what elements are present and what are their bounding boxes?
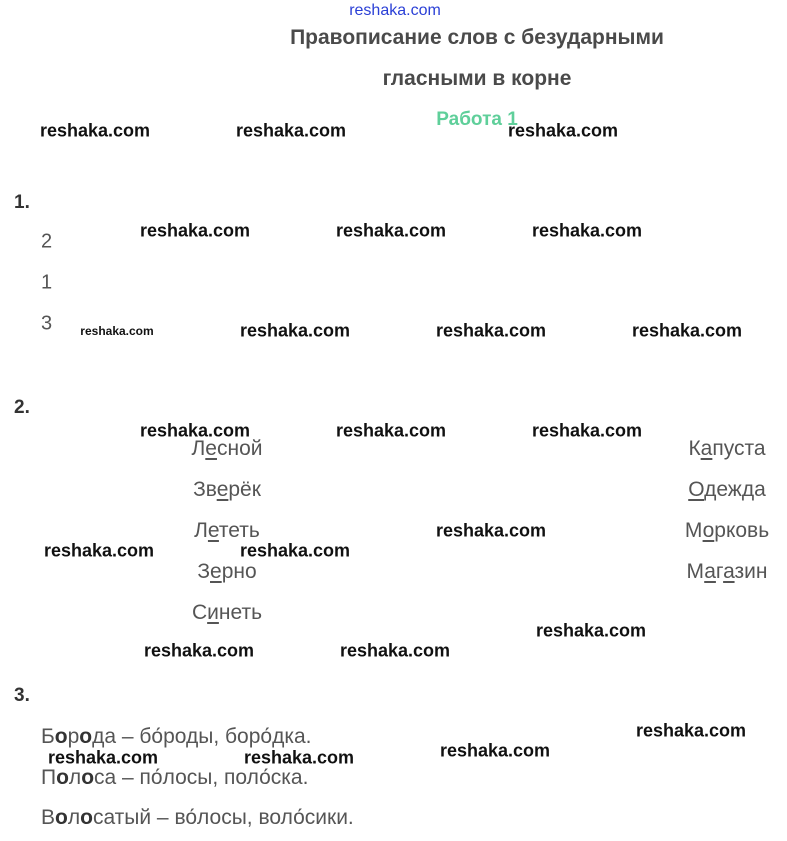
text-segment: Л: [191, 437, 206, 460]
text-segment: сной: [216, 437, 263, 460]
text-segment: рно: [221, 560, 257, 583]
watermark: reshaka.com: [239, 540, 351, 561]
word: Зверёк: [193, 478, 261, 502]
word: Морковь: [685, 519, 769, 543]
watermark: reshaka.com: [535, 620, 647, 641]
section-2-number: 2.: [14, 397, 30, 418]
underlined-vowel: е: [205, 437, 217, 460]
sentence: Полоса – по́лосы, поло́ска.: [41, 766, 308, 790]
watermark: reshaka.com: [139, 220, 251, 241]
underlined-vowel: е: [210, 560, 222, 583]
page-title-line-1: Правописание слов с безударными: [290, 26, 664, 49]
watermark: reshaka.com: [531, 220, 643, 241]
text-segment: С: [191, 601, 208, 624]
text-segment: г: [715, 560, 724, 583]
word: Синеть: [192, 601, 262, 625]
bold-vowel: о: [54, 725, 68, 748]
text-segment: р: [67, 725, 80, 748]
bold-vowel: о: [56, 765, 69, 789]
underlined-vowel: и: [207, 601, 219, 624]
text-segment: В: [41, 806, 56, 829]
text-segment: М: [684, 519, 703, 542]
underlined-vowel: О: [688, 478, 705, 501]
bold-vowel: о: [80, 806, 93, 829]
text-segment: Б: [41, 725, 55, 748]
watermark: reshaka.com: [439, 740, 551, 761]
watermark: reshaka.com: [635, 720, 747, 741]
watermark: reshaka.com: [235, 120, 347, 141]
watermark: reshaka.com: [80, 324, 154, 338]
word: Зерно: [197, 560, 256, 584]
watermark: reshaka.com: [143, 640, 255, 661]
text-segment: зин: [734, 560, 768, 583]
text-segment: теть: [218, 519, 260, 542]
watermark: reshaka.com: [243, 747, 355, 768]
sentence: Волосатый – во́лосы, воло́сики.: [41, 806, 354, 830]
text-segment: рёк: [228, 478, 261, 501]
underlined-vowel: е: [216, 478, 229, 501]
watermark: reshaka.com: [339, 640, 451, 661]
bold-vowel: о: [81, 765, 95, 789]
text-segment: К: [688, 437, 701, 460]
sentence: Борода – бо́роды, боро́дка.: [41, 725, 312, 749]
bold-vowel: о: [55, 806, 68, 829]
text-segment: З: [197, 560, 211, 583]
word: Лесной: [192, 437, 263, 461]
text-segment: сатый – во́лосы, воло́сики.: [92, 806, 354, 829]
word: Магазин: [686, 560, 767, 584]
text-segment: П: [41, 765, 57, 789]
text-segment: М: [686, 560, 705, 583]
watermark: reshaka.com: [435, 320, 547, 341]
watermark: reshaka.com: [39, 120, 151, 141]
answer-item: 3: [41, 312, 53, 335]
watermark: reshaka.com: [139, 420, 251, 441]
watermark: reshaka.com: [239, 320, 351, 341]
page-title-line-2: гласными в корне: [382, 67, 572, 90]
underlined-vowel: а: [700, 437, 713, 460]
text-segment: дежда: [704, 478, 766, 501]
text-segment: да – бо́роды, боро́дка.: [92, 725, 312, 748]
site-link[interactable]: reshaka.com: [349, 2, 441, 19]
text-segment: неть: [218, 601, 263, 624]
watermark: reshaka.com: [435, 520, 547, 541]
text-segment: рковь: [714, 519, 770, 542]
text-segment: са – по́лосы, поло́ска.: [94, 765, 309, 789]
answer-item: 2: [41, 230, 53, 253]
text-segment: Зв: [193, 478, 217, 501]
watermark: reshaka.com: [507, 120, 619, 141]
watermark: reshaka.com: [43, 540, 155, 561]
underlined-vowel: а: [723, 560, 735, 583]
section-1-number: 1.: [14, 192, 30, 213]
answer-item: 1: [41, 271, 53, 294]
watermark: reshaka.com: [531, 420, 643, 441]
word: Лететь: [194, 519, 260, 543]
text-segment: л: [67, 806, 81, 829]
work-subtitle: Работа 1: [436, 109, 518, 130]
word: Одежда: [688, 478, 766, 502]
text-segment: Л: [194, 519, 208, 542]
watermark: reshaka.com: [47, 747, 159, 768]
word: Капуста: [688, 437, 765, 461]
text-segment: пуста: [712, 437, 766, 460]
underlined-vowel: о: [702, 519, 715, 542]
underlined-vowel: е: [207, 519, 219, 542]
watermark: reshaka.com: [335, 420, 447, 441]
watermark: reshaka.com: [631, 320, 743, 341]
text-segment: л: [68, 765, 82, 789]
section-3-number: 3.: [14, 685, 30, 706]
bold-vowel: о: [79, 725, 93, 748]
underlined-vowel: а: [704, 560, 716, 583]
watermark: reshaka.com: [335, 220, 447, 241]
